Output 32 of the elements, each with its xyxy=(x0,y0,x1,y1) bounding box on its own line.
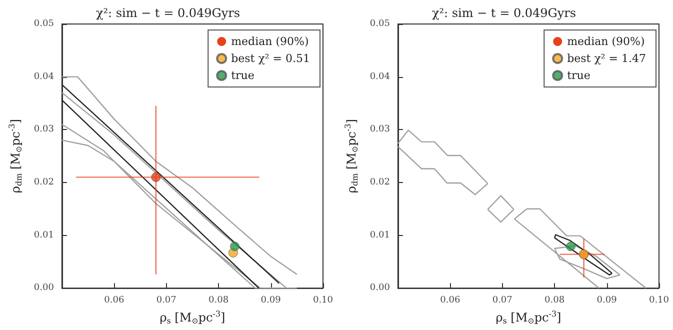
y-tick-label: 0.05 xyxy=(34,19,54,29)
y-tick-label: 0.03 xyxy=(370,124,390,135)
x-tick-label: 0.09 xyxy=(260,296,282,306)
x-tick-label: 0.10 xyxy=(648,296,670,306)
y-tick-label: 0.01 xyxy=(34,230,54,240)
y-axis-title: ρdm [M⊙pc-3] xyxy=(8,118,24,194)
x-tick-label: 0.07 xyxy=(156,296,177,306)
legend-label: best χ² = 0.51 xyxy=(231,52,310,65)
x-tick-label: 0.08 xyxy=(544,296,565,306)
x-tick-label: 0.06 xyxy=(104,296,124,306)
y-axis-title: ρdm [M⊙pc-3] xyxy=(344,118,360,194)
x-tick-label: 0.06 xyxy=(440,296,460,306)
y-tick-label: 0.04 xyxy=(34,72,54,82)
chart-title: χ²: sim − t = 0.049Gyrs xyxy=(432,6,576,20)
x-tick-label: 0.09 xyxy=(596,296,618,306)
y-tick-label: 0.00 xyxy=(370,283,390,294)
legend-label: best χ² = 1.47 xyxy=(567,52,646,65)
y-tick-label: 0.04 xyxy=(370,72,390,82)
y-tick-label: 0.02 xyxy=(370,177,390,188)
legend-label: true xyxy=(231,69,254,82)
legend-label: true xyxy=(567,69,590,82)
y-tick-label: 0.02 xyxy=(34,177,54,188)
legend-label: median (90%) xyxy=(231,35,309,48)
x-tick-label: 0.10 xyxy=(312,296,334,306)
y-tick-label: 0.00 xyxy=(34,283,54,294)
legend-label: median (90%) xyxy=(567,35,645,48)
y-tick-label: 0.03 xyxy=(34,124,54,135)
chart-title: χ²: sim − t = 0.049Gyrs xyxy=(96,6,240,20)
y-tick-label: 0.05 xyxy=(370,19,390,29)
y-tick-label: 0.01 xyxy=(370,230,390,240)
x-tick-label: 0.07 xyxy=(492,296,513,306)
x-tick-label: 0.08 xyxy=(208,296,229,306)
